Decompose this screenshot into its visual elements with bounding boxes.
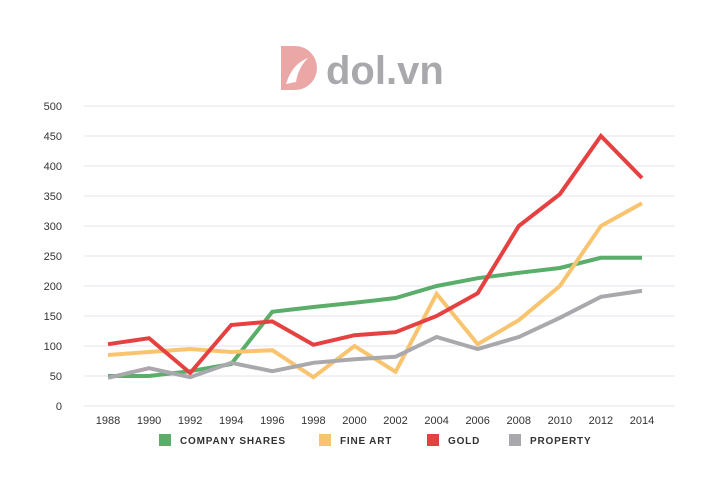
x-tick-label: 1996 xyxy=(260,415,284,427)
y-tick-label: 50 xyxy=(50,371,62,383)
x-tick-label: 1990 xyxy=(137,415,161,427)
legend-label: PROPERTY xyxy=(530,436,591,447)
y-tick-label: 500 xyxy=(44,101,62,113)
x-tick-label: 2008 xyxy=(507,415,531,427)
logo-text: dol.vn xyxy=(326,49,444,93)
x-tick-label: 2002 xyxy=(383,415,407,427)
legend: COMPANY SHARES FINE ART GOLD PROPERTY xyxy=(159,434,591,447)
x-axis: 1988 1990 1992 1994 1996 1998 2000 2002 2004 2006… xyxy=(96,415,654,427)
y-tick-label: 250 xyxy=(44,251,62,263)
y-tick-label: 400 xyxy=(44,161,62,173)
y-tick-label: 300 xyxy=(44,221,62,233)
legend-swatch xyxy=(509,434,521,446)
legend-swatch xyxy=(427,434,439,446)
x-tick-label: 2014 xyxy=(630,415,654,427)
x-tick-label: 2000 xyxy=(342,415,366,427)
x-tick-label: 1992 xyxy=(178,415,202,427)
x-tick-label: 2004 xyxy=(424,415,448,427)
y-tick-label: 350 xyxy=(44,191,62,203)
x-tick-label: 1998 xyxy=(301,415,325,427)
legend-swatch xyxy=(319,434,331,446)
x-tick-label: 1994 xyxy=(219,415,243,427)
x-tick-label: 2012 xyxy=(589,415,613,427)
x-tick-label: 2010 xyxy=(548,415,572,427)
legend-swatch xyxy=(159,434,171,446)
y-tick-label: 100 xyxy=(44,341,62,353)
legend-label: COMPANY SHARES xyxy=(180,436,286,447)
grid xyxy=(84,105,675,407)
x-tick-label: 1988 xyxy=(96,415,120,427)
y-tick-label: 150 xyxy=(44,311,62,323)
y-axis: 0 50 100 150 200 250 300 350 400 450 500 xyxy=(44,101,62,413)
y-tick-label: 0 xyxy=(56,401,62,413)
legend-label: GOLD xyxy=(448,436,480,447)
series-line-property xyxy=(107,288,643,380)
series-lines xyxy=(107,132,644,380)
y-tick-label: 200 xyxy=(44,281,62,293)
legend-label: FINE ART xyxy=(340,436,392,447)
logo: dol.vn xyxy=(281,46,444,93)
x-tick-label: 2006 xyxy=(465,415,489,427)
series-line-fine-art xyxy=(107,201,643,380)
series-line-company-shares xyxy=(108,255,642,378)
series-line-gold xyxy=(107,132,644,376)
y-tick-label: 450 xyxy=(44,131,62,143)
